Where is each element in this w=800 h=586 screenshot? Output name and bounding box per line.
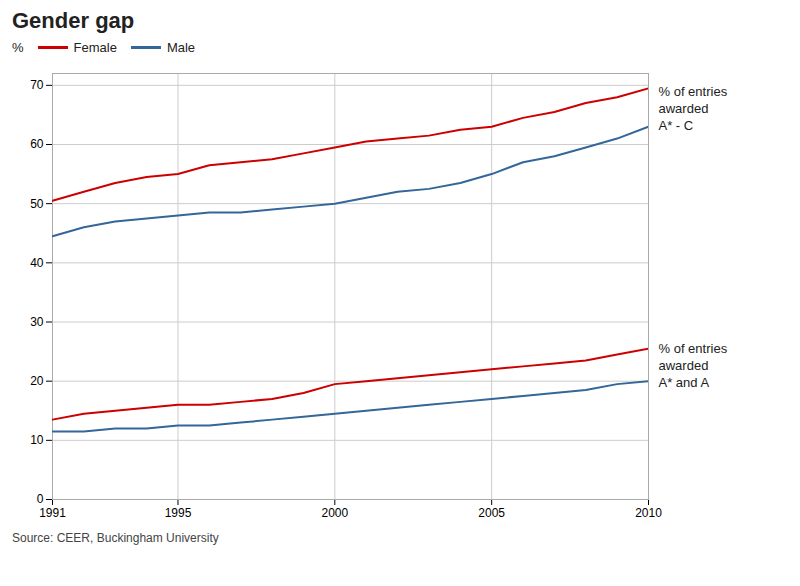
svg-text:0: 0 xyxy=(37,492,44,506)
svg-text:% of entriesawardedA* and A: % of entriesawardedA* and A xyxy=(659,341,728,390)
svg-text:60: 60 xyxy=(30,137,44,151)
svg-text:% of entriesawardedA* - C: % of entriesawardedA* - C xyxy=(659,84,728,133)
html-text:Male: Male xyxy=(166,40,196,55)
html-text:Female: Female xyxy=(73,40,117,55)
svg-text:2010: 2010 xyxy=(635,506,662,520)
html-text:Source: CEER, Buckingham Unive: Source: CEER, Buckingham University xyxy=(12,531,219,545)
svg-text:70: 70 xyxy=(30,78,44,92)
svg-text:20: 20 xyxy=(30,374,44,388)
html-text:Gender gap: Gender gap xyxy=(12,8,135,33)
svg-text:2005: 2005 xyxy=(478,506,505,520)
svg-text:30: 30 xyxy=(30,315,44,329)
svg-text:50: 50 xyxy=(30,197,44,211)
svg-text:1991: 1991 xyxy=(39,506,66,520)
svg-text:1995: 1995 xyxy=(165,506,192,520)
svg-text:40: 40 xyxy=(30,256,44,270)
svg-text:10: 10 xyxy=(30,433,44,447)
svg-text:2000: 2000 xyxy=(321,506,348,520)
